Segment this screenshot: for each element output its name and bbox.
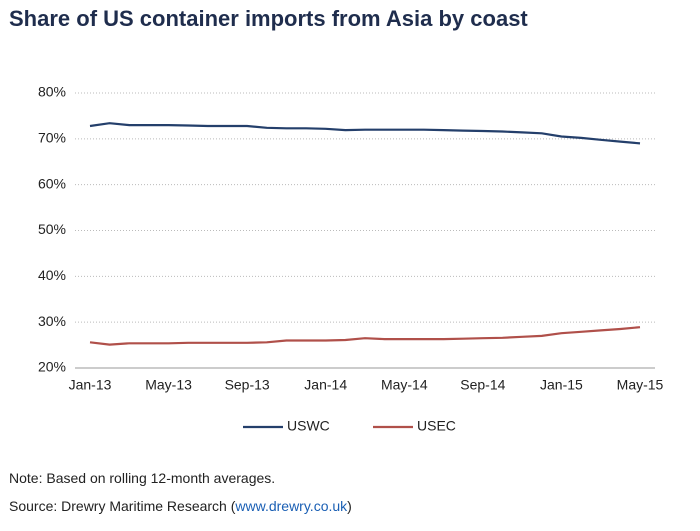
note: Note: Based on rolling 12-month averages… <box>9 470 276 486</box>
x-tick-label: Jan-13 <box>69 377 112 393</box>
source: Source: Drewry Maritime Research (www.dr… <box>9 498 352 514</box>
x-tick-label: May-13 <box>145 377 192 393</box>
series-line <box>89 122 641 145</box>
x-tick-label: Jan-14 <box>304 377 347 393</box>
x-tick-label: May-15 <box>617 377 664 393</box>
source-text: Source: Drewry Maritime Research ( <box>9 498 236 514</box>
y-tick-label: 50% <box>38 221 66 237</box>
y-tick-label: 80% <box>38 84 66 100</box>
x-tick-label: May-14 <box>381 377 428 393</box>
y-tick-label: 70% <box>38 130 66 146</box>
legend-label: USEC <box>417 418 456 434</box>
source-end: ) <box>347 498 352 514</box>
chart: 20% 30% 40% 50% 60% 70% 80% Jan-13 May-13 Sep-13 J… <box>38 84 664 434</box>
source-link[interactable]: www.drewry.co.uk <box>235 498 348 514</box>
x-tick-label: Jan-15 <box>540 377 583 393</box>
y-tick-label: 20% <box>38 359 66 375</box>
y-tick-label: 40% <box>38 267 66 283</box>
chart-title: Share of US container imports from Asia … <box>9 6 528 31</box>
legend-label: USWC <box>287 418 330 434</box>
series-line <box>89 326 641 346</box>
y-tick-label: 60% <box>38 175 66 191</box>
y-tick-label: 30% <box>38 313 66 329</box>
x-tick-label: Sep-13 <box>225 377 270 393</box>
x-tick-label: Sep-14 <box>460 377 505 393</box>
